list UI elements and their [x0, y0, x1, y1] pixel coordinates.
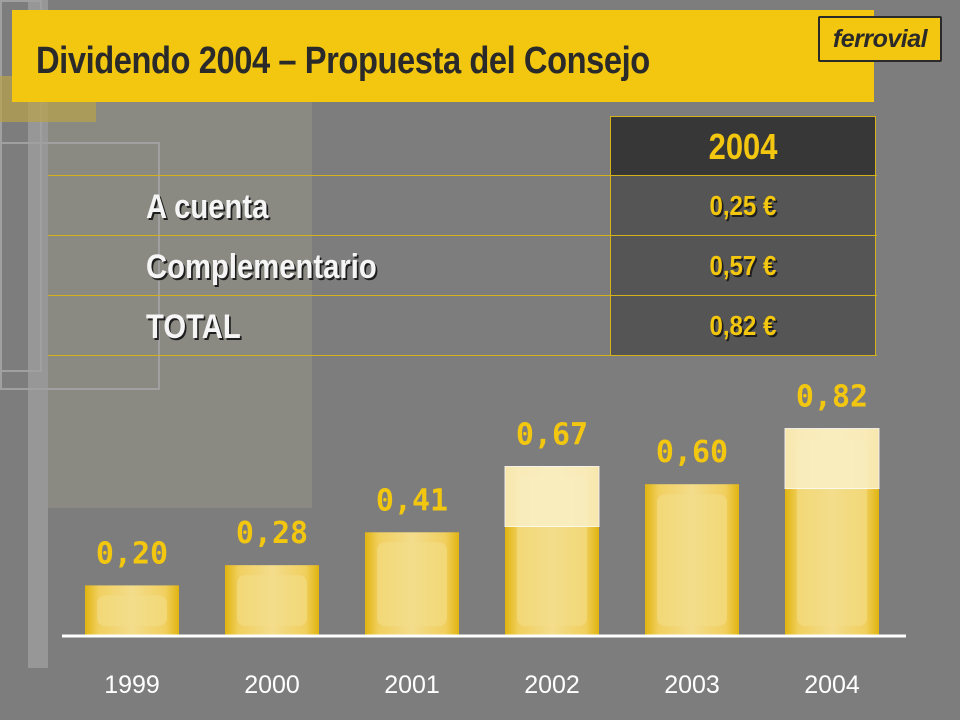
row-label: A cuenta [146, 188, 269, 226]
row-divider [48, 355, 877, 356]
dividend-summary-table: 2004 A cuenta 0,25 € Complementario 0,57… [48, 116, 877, 356]
bar-value-label: 0,20 [96, 536, 168, 571]
table-row: TOTAL 0,82 € [48, 296, 877, 356]
x-tick-label: 2002 [524, 671, 580, 699]
bar-value-label: 0,41 [376, 483, 448, 518]
value-cell: 0,57 € [610, 236, 876, 296]
slide-title: Dividendo 2004 – Propuesta del Consejo [36, 40, 650, 82]
bar-shine-2000 [237, 575, 307, 626]
bar-highlight-2004 [784, 428, 880, 490]
x-tick-label: 2001 [384, 671, 440, 699]
row-divider [48, 235, 877, 236]
bar-shine-1999 [97, 595, 167, 626]
x-axis-ticks: 1999 2000 2001 2002 2003 2004 [104, 671, 860, 699]
table-row: A cuenta 0,25 € [48, 176, 877, 236]
dividend-bar-chart: 0,20 0,28 0,41 0,67 0,60 0,82 1999 2000 2001 200… [62, 380, 906, 699]
table-header-row: 2004 [48, 116, 877, 177]
row-value: 0,25 € [709, 190, 777, 221]
x-tick-label: 2000 [244, 671, 300, 699]
company-logo: ferrovial [818, 16, 942, 62]
title-bar: Dividendo 2004 – Propuesta del Consejo [12, 10, 874, 102]
column-header-year: 2004 [708, 125, 778, 167]
bar-value-label: 0,60 [656, 435, 728, 470]
bar-value-label: 0,28 [236, 516, 308, 551]
table-row: Complementario 0,57 € [48, 236, 877, 296]
x-tick-label: 2003 [664, 671, 720, 699]
bar-shine-2001 [377, 542, 447, 626]
bar-highlight-2002 [504, 465, 600, 527]
row-label: TOTAL [146, 308, 241, 346]
table-header-cell: 2004 [610, 116, 876, 177]
value-cell: 0,25 € [610, 176, 876, 236]
row-value: 0,57 € [709, 250, 777, 281]
row-label: Complementario [146, 248, 377, 286]
bar-group: 0,20 0,28 0,41 0,67 0,60 0,82 [85, 380, 880, 636]
bar-value-label: 0,67 [516, 417, 588, 452]
x-tick-label: 1999 [104, 671, 160, 699]
bar-value-label: 0,82 [796, 380, 868, 415]
logo-text: ferrovial [832, 24, 928, 53]
row-divider [48, 295, 877, 296]
bar-shine-2003 [657, 494, 727, 626]
background-frame [0, 142, 160, 390]
background-panel [48, 100, 312, 508]
row-value: 0,82 € [709, 310, 777, 341]
row-divider [48, 175, 877, 176]
background-vertical-bar [28, 0, 48, 668]
x-tick-label: 2004 [804, 671, 860, 699]
value-cell: 0,82 € [610, 296, 876, 356]
